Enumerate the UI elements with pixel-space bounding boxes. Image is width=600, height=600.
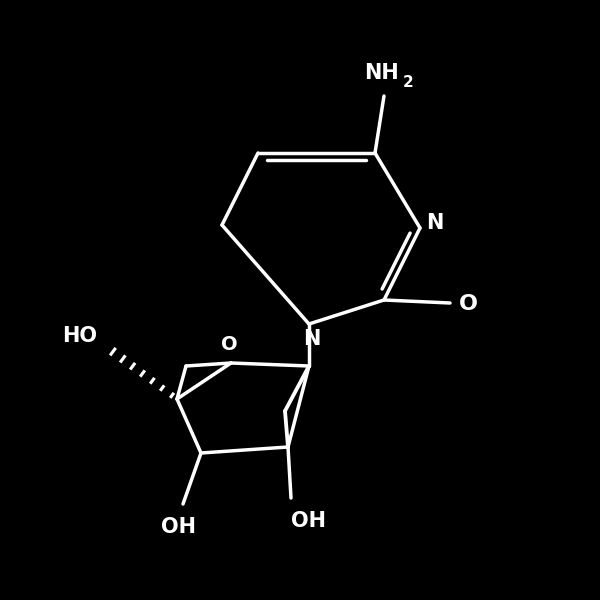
Text: O: O [221,335,238,355]
Text: 2: 2 [403,75,413,89]
Text: OH: OH [161,517,196,537]
Text: O: O [458,294,478,314]
Text: N: N [304,329,320,349]
Text: NH: NH [364,63,398,83]
Text: OH: OH [292,511,326,531]
Text: HO: HO [62,326,97,346]
Text: N: N [427,213,443,233]
